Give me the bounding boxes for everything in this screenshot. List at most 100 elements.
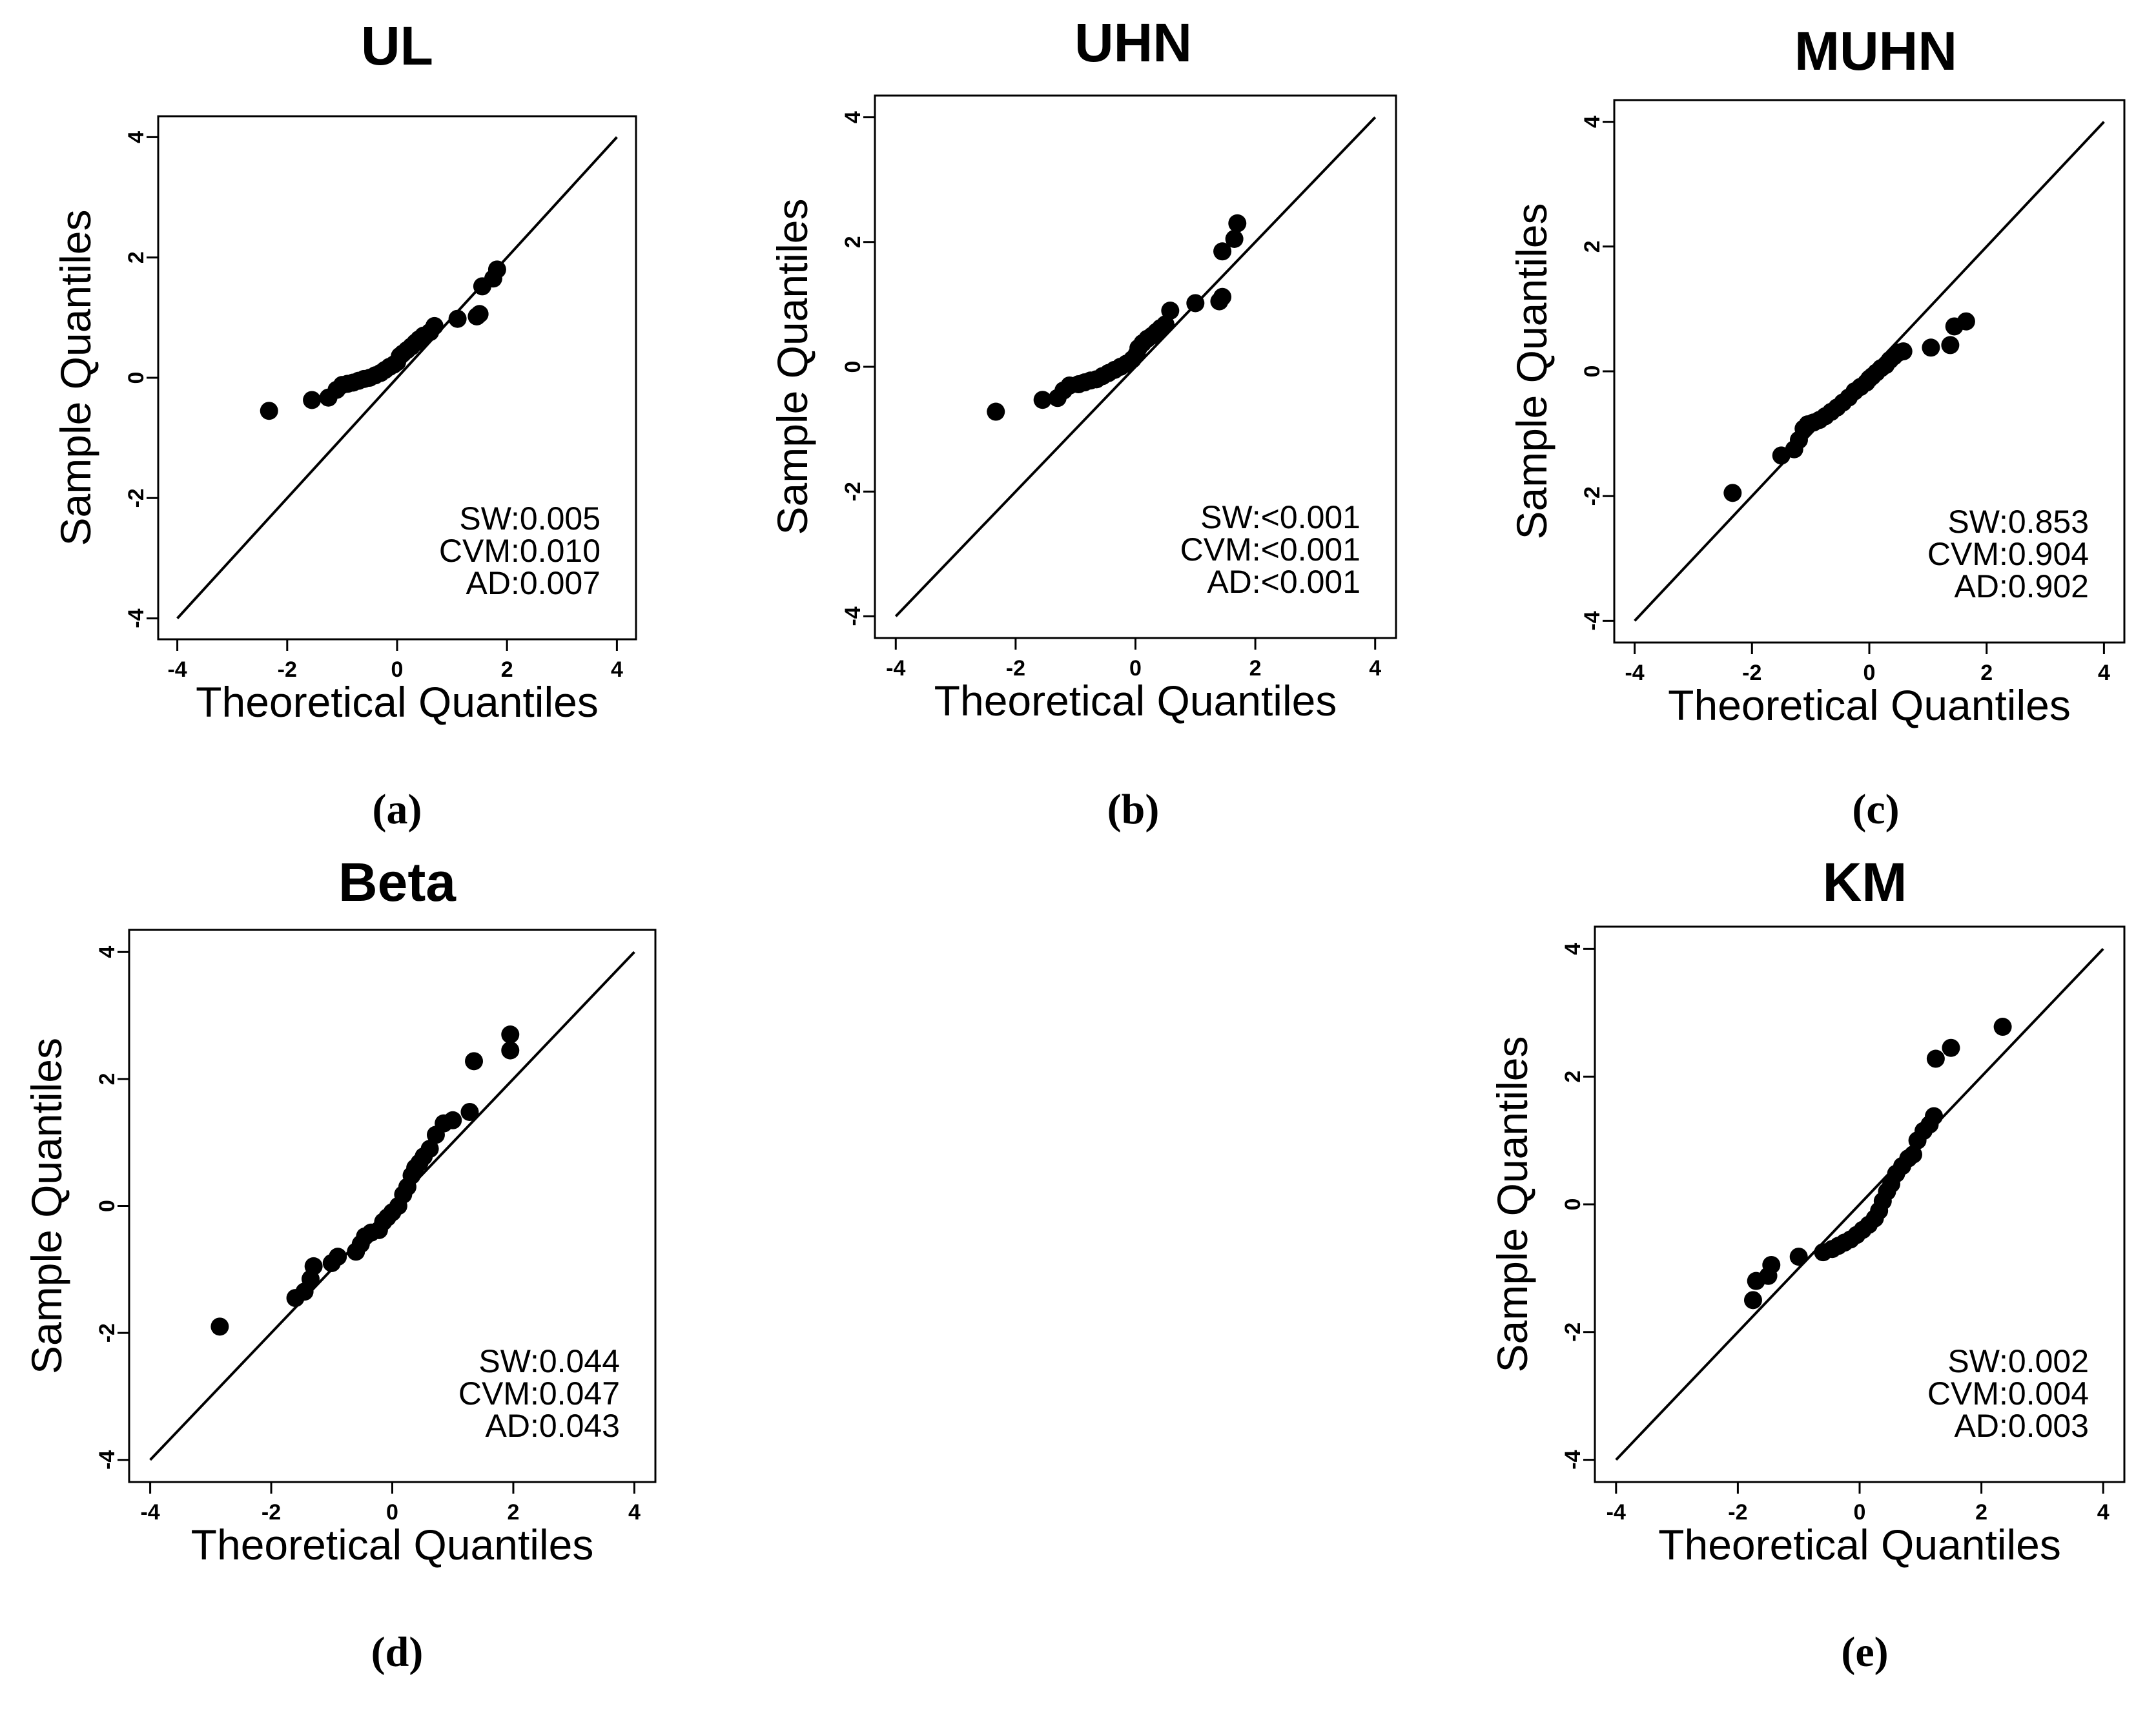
x-tick-label: 2: [1980, 661, 1993, 685]
stat-ad: AD:0.007: [466, 565, 601, 601]
data-point: [1904, 1145, 1922, 1164]
data-point: [1925, 1107, 1944, 1126]
x-tick-label: -2: [278, 657, 297, 682]
panel-uhn: UHN -4 -2 0 2 4 -4 -2 0 2 4 Theoretical Quantiles…: [768, 12, 1397, 833]
y-tick-label: -2: [1561, 1323, 1585, 1342]
data-point: [1743, 1291, 1762, 1310]
data-point: [501, 1025, 520, 1044]
panel-title: UL: [361, 15, 433, 76]
x-tick-label: 0: [386, 1500, 398, 1525]
x-tick-label: -4: [1625, 661, 1644, 685]
x-tick-label: 2: [1975, 1500, 1987, 1525]
data-point: [1762, 1255, 1781, 1274]
data-point: [210, 1317, 229, 1336]
x-axis-label: Theoretical Quantiles: [1658, 1521, 2061, 1569]
data-point: [1993, 1018, 2012, 1036]
y-tick-label: -4: [1580, 611, 1605, 630]
y-tick-label: 2: [124, 251, 149, 263]
y-tick-label: 0: [124, 372, 149, 384]
y-tick-label: 0: [1561, 1199, 1585, 1211]
panel-caption: (a): [373, 786, 422, 833]
x-axis-label: Theoretical Quantiles: [1668, 681, 2071, 729]
data-point: [1156, 315, 1175, 334]
data-point: [488, 260, 506, 279]
data-point: [1723, 484, 1742, 502]
x-tick-label: -4: [1607, 1500, 1626, 1525]
x-tick-label: 2: [501, 657, 513, 682]
y-tick-label: -4: [95, 1450, 119, 1470]
y-tick-label: -2: [124, 488, 149, 508]
stat-cvm: CVM:<0.001: [1180, 531, 1360, 568]
y-tick-label: 4: [95, 946, 119, 958]
x-tick-label: -2: [1742, 661, 1761, 685]
stat-sw: SW:<0.001: [1200, 499, 1360, 535]
data-point: [465, 1052, 484, 1071]
stat-sw: SW:0.005: [459, 500, 601, 537]
data-point: [501, 1041, 520, 1060]
x-axis-label: Theoretical Quantiles: [196, 678, 599, 726]
panel-title: MUHN: [1794, 21, 1957, 81]
x-tick-label: 4: [1369, 656, 1381, 681]
panel-title: KM: [1823, 852, 1907, 912]
data-point: [1225, 229, 1244, 248]
y-tick-label: -4: [1561, 1450, 1585, 1469]
y-axis-label: Sample Quantiles: [768, 199, 816, 535]
stat-ad: AD:0.003: [1955, 1408, 2089, 1444]
y-tick-label: 4: [841, 111, 865, 123]
y-tick-label: 0: [841, 361, 865, 373]
y-tick-label: -4: [841, 606, 865, 626]
data-point: [329, 1248, 347, 1266]
stat-sw: SW:0.853: [1947, 504, 2089, 540]
y-tick-label: 0: [95, 1200, 119, 1212]
stat-ad: AD:0.043: [486, 1408, 620, 1444]
x-tick-label: -4: [886, 656, 905, 681]
data-point: [1161, 302, 1180, 320]
data-point: [260, 402, 278, 420]
data-point: [1922, 338, 1940, 357]
y-tick-label: 2: [1580, 240, 1605, 252]
y-tick-label: 2: [95, 1073, 119, 1085]
x-tick-label: -2: [1728, 1500, 1747, 1525]
y-tick-label: 2: [1561, 1071, 1585, 1083]
y-axis-label: Sample Quantiles: [52, 210, 99, 546]
x-tick-label: -4: [140, 1500, 159, 1525]
x-tick-label: 0: [391, 657, 404, 682]
y-tick-label: 4: [1561, 943, 1585, 955]
reference-line: [176, 136, 618, 619]
y-axis-label: Sample Quantiles: [23, 1038, 70, 1374]
y-tick-label: -2: [95, 1323, 119, 1343]
data-point: [1789, 1248, 1808, 1266]
data-point: [987, 402, 1005, 421]
x-tick-label: -2: [1006, 656, 1025, 681]
x-tick-label: 2: [507, 1500, 519, 1525]
data-point: [1941, 336, 1960, 355]
x-tick-label: -2: [262, 1500, 281, 1525]
panel-caption: (e): [1841, 1629, 1888, 1676]
y-tick-label: 4: [124, 131, 149, 143]
data-point: [448, 309, 467, 328]
panel-caption: (b): [1107, 786, 1160, 833]
stat-cvm: CVM:0.904: [1927, 536, 2089, 572]
y-axis-label: Sample Quantiles: [1508, 203, 1555, 540]
stat-sw: SW:0.044: [478, 1343, 620, 1379]
data-point: [1956, 312, 1975, 331]
x-tick-label: 0: [1854, 1500, 1866, 1525]
panel-muhn: MUHN -4 -2 0 2 4 -4 -2 0 2 4 Theoretical Quantile…: [1508, 21, 2126, 833]
reference-line: [1615, 948, 2104, 1461]
stat-ad: AD:0.902: [1955, 568, 2089, 604]
y-tick-label: 4: [1580, 116, 1605, 128]
x-tick-label: 4: [611, 657, 623, 682]
panel-caption: (d): [371, 1629, 424, 1676]
data-point: [1926, 1049, 1945, 1068]
y-tick-label: -4: [124, 608, 149, 628]
data-point: [304, 1257, 323, 1275]
panel-beta: Beta -4 -2 0 2 4 -4 -2 0 2 4 Theoretical Quantile…: [23, 852, 657, 1676]
stat-ad: AD:<0.001: [1207, 564, 1360, 600]
x-axis-label: Theoretical Quantiles: [934, 677, 1337, 725]
x-tick-label: 0: [1863, 661, 1876, 685]
data-point: [1033, 391, 1052, 409]
x-tick-label: 0: [1129, 656, 1142, 681]
